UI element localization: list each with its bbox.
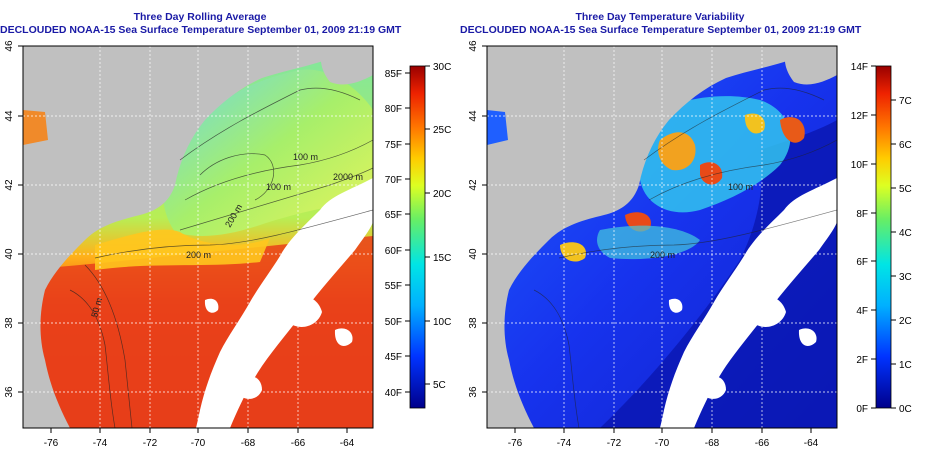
fahrenheit-label: 65F — [385, 210, 402, 221]
celsius-label: 7C — [899, 96, 912, 107]
lat-tick-label: 46 — [4, 40, 15, 52]
lat-tick-label: 42 — [4, 179, 15, 191]
lon-tick-label: -70 — [655, 438, 670, 449]
celsius-label: 1C — [899, 360, 912, 371]
celsius-label: 20C — [433, 189, 451, 200]
right-land — [487, 46, 837, 428]
lon-tick-label: -66 — [755, 438, 770, 449]
fahrenheit-label: 75F — [385, 140, 402, 151]
fahrenheit-label: 55F — [385, 281, 402, 292]
celsius-label: 0C — [899, 404, 912, 415]
lat-tick-label: 44 — [4, 110, 15, 122]
left-colorbar-ramp — [409, 65, 426, 409]
lat-tick-label: 38 — [468, 317, 479, 329]
contour-label: 200 m — [650, 250, 675, 260]
left-y-axis: 46 44 42 40 38 36 — [4, 40, 23, 398]
celsius-label: 3C — [899, 272, 912, 283]
right-colorbar: 14F 12F 10F 8F 6F 4F 2F 0F 7C 6C 5C 4C 3… — [851, 62, 912, 415]
left-contours — [69, 87, 373, 428]
right-subtitle: DECLOUDED NOAA-15 Sea Surface Temperatur… — [460, 24, 862, 36]
right-colorbar-ramp — [875, 65, 892, 409]
celsius-label: 25C — [433, 125, 451, 136]
lon-tick-label: -68 — [241, 438, 256, 449]
left-title: Three Day Rolling Average — [133, 11, 267, 23]
celsius-label: 5C — [433, 380, 446, 391]
left-colorbar: 85F 80F 75F 70F 65F 60F 55F 50F 45F 40F … — [385, 62, 451, 409]
fahrenheit-label: 80F — [385, 104, 402, 115]
contour-label: 100 m — [266, 182, 291, 192]
lon-tick-label: -68 — [705, 438, 720, 449]
lon-tick-label: -66 — [291, 438, 306, 449]
lon-tick-label: -72 — [607, 438, 622, 449]
left-map — [23, 46, 373, 428]
lat-tick-label: 36 — [468, 386, 479, 398]
fahrenheit-label: 14F — [851, 62, 868, 73]
celsius-label: 15C — [433, 253, 451, 264]
celsius-label: 6C — [899, 140, 912, 151]
lat-tick-label: 40 — [468, 248, 479, 260]
right-map — [487, 46, 837, 428]
contour-label: 2000 m — [333, 172, 363, 182]
fahrenheit-label: 50F — [385, 317, 402, 328]
fahrenheit-label: 4F — [856, 306, 868, 317]
celsius-label: 4C — [899, 228, 912, 239]
left-land — [23, 46, 373, 428]
right-contour-labels: 200 m 100 m — [650, 182, 753, 260]
right-x-axis: -76 -74 -72 -70 -68 -66 -64 — [508, 428, 819, 449]
lon-tick-label: -64 — [340, 438, 355, 449]
right-contours — [533, 87, 837, 428]
lon-tick-label: -74 — [93, 438, 108, 449]
fahrenheit-label: 10F — [851, 160, 868, 171]
lon-tick-label: -70 — [191, 438, 206, 449]
lat-tick-label: 38 — [4, 317, 15, 329]
left-x-axis: -76 -74 -72 -70 -68 -66 -64 — [44, 428, 355, 449]
right-cloud — [660, 178, 837, 428]
left-cloud — [196, 178, 373, 428]
celsius-label: 10C — [433, 317, 451, 328]
lon-tick-label: -76 — [44, 438, 59, 449]
contour-label: 100 m — [293, 152, 318, 162]
lon-tick-label: -74 — [557, 438, 572, 449]
contour-label: 100 m — [728, 182, 753, 192]
fahrenheit-label: 45F — [385, 352, 402, 363]
fahrenheit-label: 8F — [856, 209, 868, 220]
right-y-axis: 46 44 42 40 38 36 — [468, 40, 487, 398]
lat-tick-label: 42 — [468, 179, 479, 191]
celsius-label: 5C — [899, 184, 912, 195]
fahrenheit-label: 70F — [385, 175, 402, 186]
fahrenheit-label: 2F — [856, 355, 868, 366]
lon-tick-label: -76 — [508, 438, 523, 449]
lat-tick-label: 44 — [468, 110, 479, 122]
left-gulf-water — [163, 69, 373, 236]
lat-tick-label: 46 — [468, 40, 479, 52]
left-subtitle: DECLOUDED NOAA-15 Sea Surface Temperatur… — [0, 24, 402, 36]
fahrenheit-label: 85F — [385, 69, 402, 80]
right-title: Three Day Temperature Variability — [575, 11, 745, 23]
fahrenheit-label: 6F — [856, 257, 868, 268]
fahrenheit-label: 60F — [385, 246, 402, 257]
lon-tick-label: -72 — [143, 438, 158, 449]
lat-tick-label: 40 — [4, 248, 15, 260]
fahrenheit-label: 0F — [856, 404, 868, 415]
fahrenheit-label: 12F — [851, 111, 868, 122]
lon-tick-label: -64 — [804, 438, 819, 449]
fahrenheit-label: 40F — [385, 388, 402, 399]
lat-tick-label: 36 — [4, 386, 15, 398]
contour-label: 200 m — [186, 250, 211, 260]
celsius-label: 2C — [899, 316, 912, 327]
celsius-label: 30C — [433, 62, 451, 73]
